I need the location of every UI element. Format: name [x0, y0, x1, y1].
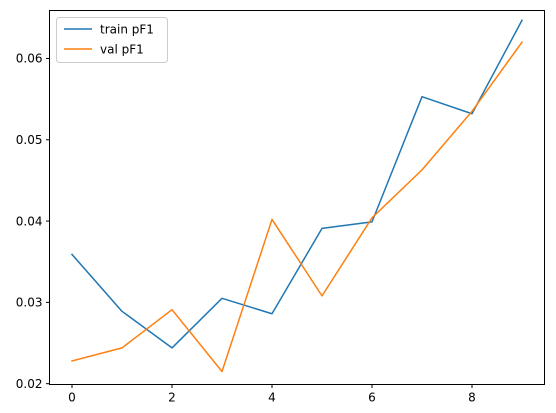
x-tick-label: 8 [468, 391, 476, 405]
y-tick-label: 0.02 [16, 377, 43, 391]
axes-frame [49, 10, 545, 385]
series-lines [70, 19, 524, 373]
x-tick-label: 6 [368, 391, 376, 405]
x-tick-label: 4 [268, 391, 276, 405]
y-tick-label: 0.04 [16, 214, 43, 228]
legend: train pF1 val pF1 [56, 17, 168, 63]
y-tick-label: 0.05 [16, 133, 43, 147]
x-tick-label: 2 [168, 391, 176, 405]
series-line-val-pf1 [71, 41, 524, 373]
axis-ticks: 0 2 4 6 8 0.02 0.03 0.04 0.05 0.06 [16, 52, 476, 405]
legend-label: train pF1 [100, 22, 154, 36]
y-tick-label: 0.06 [16, 52, 43, 66]
x-tick-label: 0 [68, 391, 76, 405]
legend-label: val pF1 [100, 42, 144, 56]
y-tick-label: 0.03 [16, 296, 43, 310]
